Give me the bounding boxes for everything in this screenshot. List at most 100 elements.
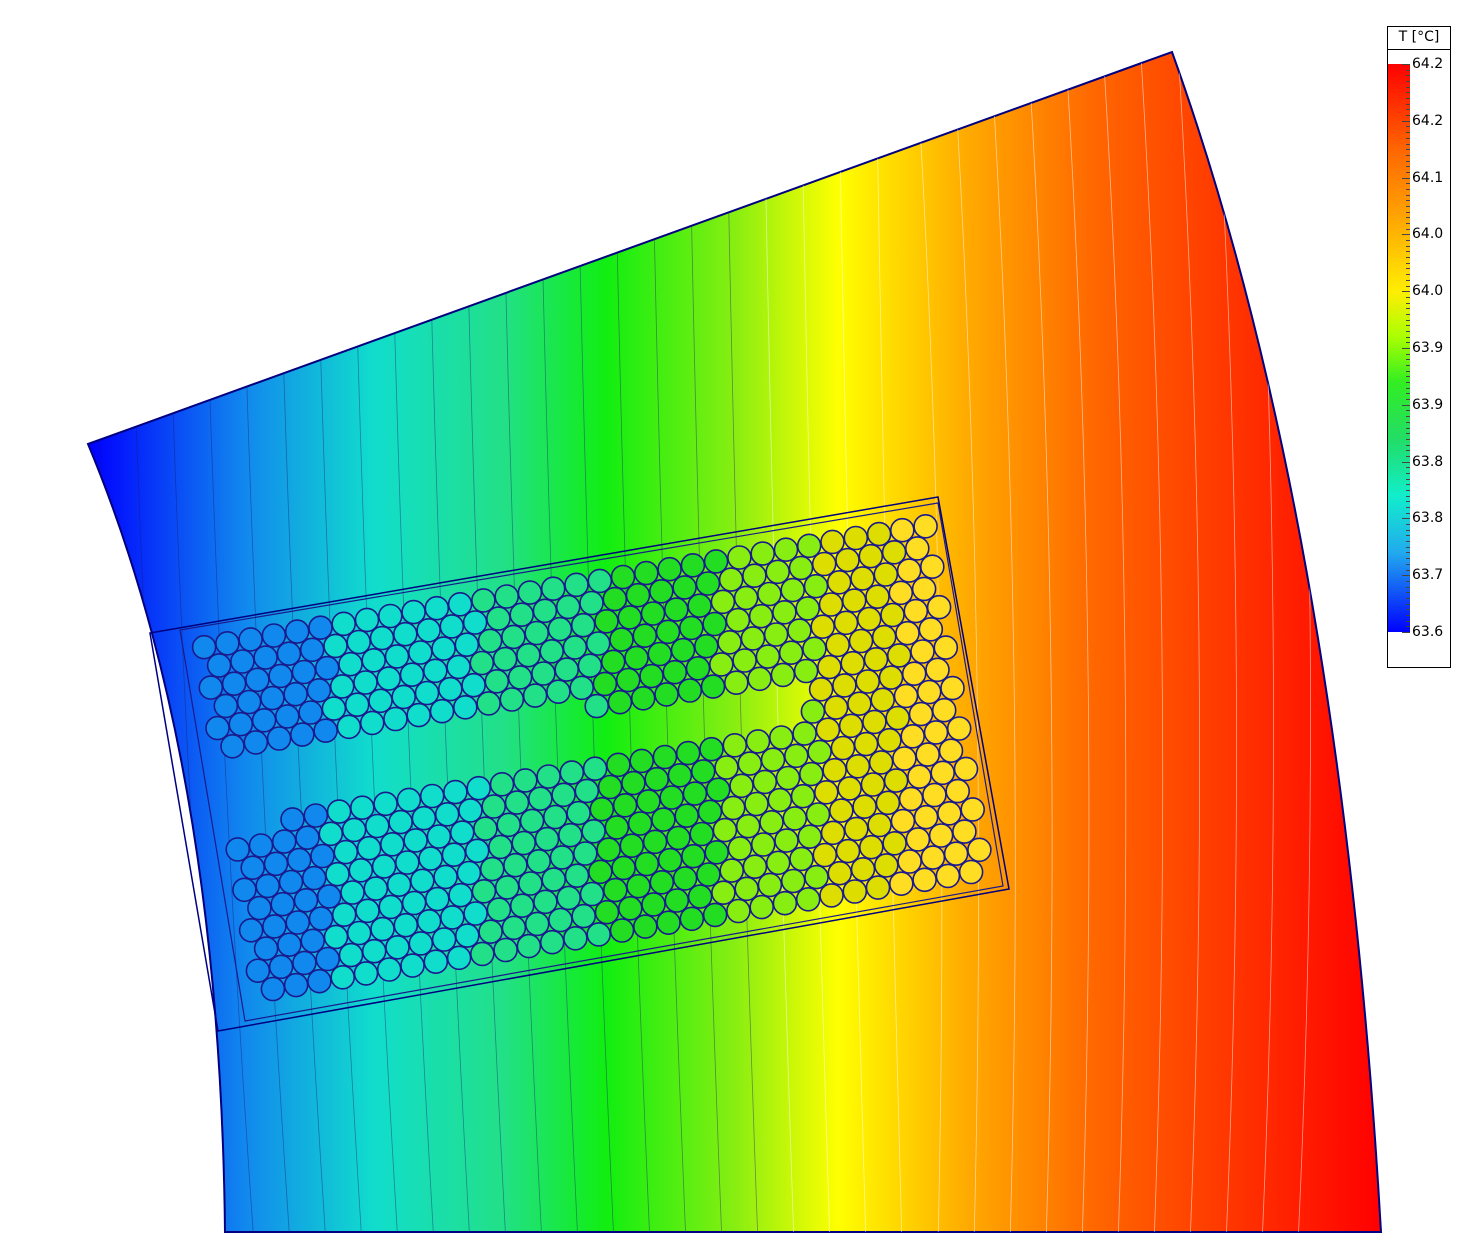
conductor-strand [556,885,582,911]
conductor-strand [526,848,552,874]
conductor-strand [549,845,575,870]
conductor-strand [517,580,543,605]
legend-tick [1406,558,1410,560]
legend-tick-label: 63.7 [1412,567,1444,584]
conductor-strand [735,813,761,839]
conductor-strand [780,577,806,603]
legend-tick [1406,75,1410,77]
legend-tick [1406,274,1410,276]
legend-tick-label: 64.1 [1412,169,1444,186]
conductor-strand [627,811,653,836]
conductor-strand [726,898,751,924]
isotherm-line [1062,52,1090,1232]
conductor-strand [449,820,475,845]
legend-tick [1406,376,1410,378]
legend-tick [1406,512,1410,514]
conductor-strand [750,832,776,857]
legend-tick [1406,416,1410,418]
conductor-strand [719,858,745,883]
legend-tick [1406,597,1410,599]
conductor-strand [471,878,497,904]
legend-tick [1406,455,1410,457]
legend-tick [1402,518,1410,520]
conductor-strand [873,853,899,878]
conductor-strand [443,779,468,805]
conductor-strand [642,829,668,855]
conductor-strand [825,632,851,658]
conductor-strand [486,897,512,922]
legend-tick [1406,319,1410,321]
legend-tick [1406,382,1410,384]
legend-tick-label: 63.9 [1412,396,1444,413]
conductor-strand [338,651,363,677]
conductor-strand [928,823,954,848]
conductor-strand [630,685,656,711]
conductor-strand [481,794,507,819]
conductor-strand [717,629,742,655]
conductor-strand [636,789,661,814]
conductor-strand [850,856,876,882]
conductor-strand [853,731,879,757]
isotherm-line [88,52,111,1232]
conductor-strand [617,605,643,630]
conductor-strand [452,694,478,720]
conductor-strand [587,568,613,594]
isotherm-line [1174,52,1201,1232]
conductor-strand [773,537,799,563]
conductor-strand [664,888,690,913]
conductor-strand [446,945,472,971]
conductor-strand [283,681,308,707]
conductor-strand [907,764,932,790]
conductor-strand [326,799,352,824]
conductor-strand [946,716,972,741]
conductor-strand [625,582,651,608]
conductor-strand [626,873,651,899]
conductor-strand [732,648,757,673]
conductor-strand [356,835,382,861]
legend-tick [1406,245,1410,247]
legend-tick [1406,433,1410,435]
conductor-strand [401,890,427,916]
conductor-strand [466,775,492,801]
conductor-strand [823,695,849,720]
conductor-strand [433,864,458,890]
conductor-strand [414,680,440,706]
conductor-strand [672,575,697,600]
legend-tick [1406,132,1410,134]
conductor-strand [908,701,934,727]
conductor-strand [871,624,897,650]
conductor-strand [418,846,443,871]
legend-tick [1406,535,1410,537]
conductor-strand [733,585,759,611]
conductor-strand [198,675,224,700]
conductor-strand [531,661,556,686]
conductor-strand [238,917,264,943]
conductor-strand [828,798,854,823]
conductor-strand [570,612,596,638]
conductor-strand [527,786,553,812]
conductor-strand [727,836,753,861]
conductor-strand [289,722,315,747]
conductor-strand [431,927,457,952]
conductor-strand [263,851,289,877]
conductor-strand [471,588,496,613]
conductor-strand [877,727,902,753]
conductor-strand [819,883,844,908]
conductor-strand [243,730,269,755]
conductor-strand [933,635,959,660]
conductor-strand [403,828,428,853]
conductor-strand [536,764,561,789]
conductor-strand [594,899,620,925]
conductor-strand [260,685,285,711]
conductor-strand [276,641,302,667]
conductor-strand [768,725,794,750]
conductor-strand [469,650,495,676]
slot-outer-boundary [149,496,1010,1032]
conductor-strand [682,781,708,806]
conductor-strand [820,529,845,555]
legend-tick-label: 63.9 [1412,340,1444,356]
conductor-strand [632,623,658,649]
legend-tick [1406,251,1410,253]
conductor-strand [648,578,674,604]
conductor-strand [293,887,319,913]
